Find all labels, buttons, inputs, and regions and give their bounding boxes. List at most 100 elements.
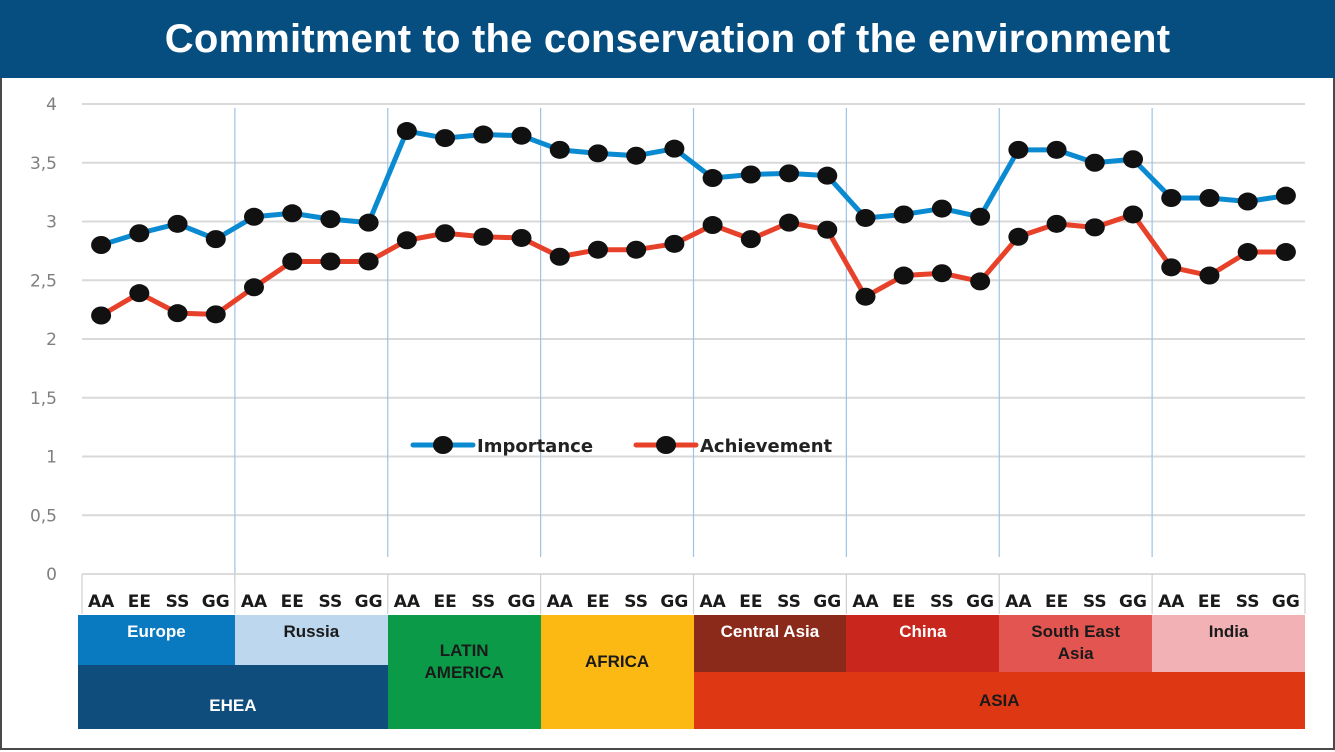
chart-title: Commitment to the conservation of the en…	[164, 16, 1171, 61]
x-tick-label: EE	[1045, 592, 1068, 612]
data-point	[435, 129, 456, 148]
data-point	[855, 287, 876, 306]
data-point	[1237, 243, 1258, 262]
x-tick-label: EE	[1198, 592, 1221, 612]
data-point	[1161, 189, 1182, 207]
data-point	[396, 231, 417, 250]
x-axis: AA EE SS GG AA EE SS GG AA EE SS GG AA EE SS GG AA EE SS GG…	[88, 592, 1300, 612]
data-point	[817, 166, 838, 185]
data-point	[129, 224, 150, 243]
data-point	[243, 278, 264, 297]
data-point	[702, 216, 723, 235]
x-tick-label: AA	[547, 592, 574, 612]
group-separators	[234, 108, 1153, 582]
x-tick-label: GG	[813, 592, 841, 612]
x-tick-label: GG	[355, 592, 383, 612]
x-tick-label: EE	[739, 592, 762, 612]
x-tick-label: SS	[624, 592, 648, 612]
data-point	[167, 304, 188, 323]
data-point	[1161, 258, 1182, 277]
band-ehea: EHEA	[78, 665, 388, 729]
data-point	[320, 210, 341, 229]
band-south-east-asia: South East Asia	[999, 615, 1153, 672]
legend: Importance Achievement	[410, 436, 833, 457]
data-point	[549, 140, 570, 159]
data-point	[664, 139, 685, 158]
data-point	[396, 122, 417, 141]
x-tick-label: GG	[660, 592, 688, 612]
x-tick-label: EE	[586, 592, 609, 612]
y-tick-label: 2,5	[30, 271, 57, 291]
data-point	[893, 266, 914, 285]
data-point	[587, 144, 608, 163]
data-point	[1008, 227, 1029, 246]
x-tick-label: SS	[319, 592, 343, 612]
data-point	[893, 205, 914, 224]
x-tick-label: GG	[966, 592, 994, 612]
band-asia: ASIA	[693, 672, 1305, 729]
data-point	[931, 199, 952, 218]
band-central-asia: Central Asia	[693, 615, 847, 672]
legend-item-achievement: Achievement	[633, 436, 833, 457]
data-point	[473, 125, 494, 144]
data-point	[205, 305, 226, 324]
data-point	[243, 207, 264, 226]
legend-item-importance: Importance	[410, 436, 593, 457]
data-point	[282, 204, 303, 223]
band-africa: AFRICA	[540, 615, 694, 729]
x-tick-label: GG	[1272, 592, 1300, 612]
x-tick-label: AA	[394, 592, 421, 612]
data-point	[511, 228, 532, 247]
x-tick-label: EE	[892, 592, 915, 612]
data-point	[282, 252, 303, 271]
data-point	[587, 240, 608, 259]
data-point	[129, 284, 150, 303]
data-point	[1046, 140, 1067, 159]
x-tick-label: AA	[1005, 592, 1032, 612]
band-russia: Russia	[234, 615, 388, 665]
x-tick-label: SS	[471, 592, 495, 612]
y-tick-label: 0	[46, 565, 57, 585]
data-point	[91, 306, 112, 325]
x-tick-label: SS	[1236, 592, 1260, 612]
data-point	[1199, 189, 1220, 207]
legend-label: Importance	[477, 436, 593, 457]
x-tick-label: AA	[88, 592, 115, 612]
x-tick-label: AA	[852, 592, 879, 612]
series-achievement	[91, 205, 1296, 325]
band-china: China	[846, 615, 1000, 672]
data-point	[167, 214, 188, 233]
x-tick-label: SS	[777, 592, 801, 612]
data-point	[970, 272, 991, 291]
x-tick-label: AA	[699, 592, 726, 612]
y-axis: 0 0,5 1 1,5 2 2,5 3 3,5 4	[30, 95, 57, 585]
series-layer	[91, 122, 1296, 325]
y-tick-label: 1,5	[30, 389, 57, 409]
data-point	[1008, 140, 1029, 159]
band-latin-america: LATIN AMERICA	[387, 615, 541, 729]
data-point	[549, 247, 570, 266]
band-europe: Europe	[78, 615, 235, 665]
y-tick-label: 4	[46, 95, 57, 115]
data-point	[91, 236, 112, 254]
data-point	[473, 227, 494, 246]
data-point	[205, 230, 226, 249]
legend-marker	[656, 436, 676, 454]
series-importance	[91, 122, 1296, 254]
data-point	[931, 264, 952, 283]
legend-label: Achievement	[700, 436, 833, 457]
x-tick-label: SS	[930, 592, 954, 612]
data-point	[1199, 266, 1220, 285]
data-point	[1123, 150, 1144, 169]
x-tick-label: AA	[241, 592, 268, 612]
y-tick-label: 1	[46, 448, 57, 468]
data-point	[1084, 218, 1105, 237]
data-point	[511, 126, 532, 145]
data-point	[664, 234, 685, 253]
x-tick-label: GG	[202, 592, 230, 612]
x-tick-label: SS	[1083, 592, 1107, 612]
y-tick-label: 3	[46, 213, 57, 233]
data-point	[1237, 192, 1258, 211]
